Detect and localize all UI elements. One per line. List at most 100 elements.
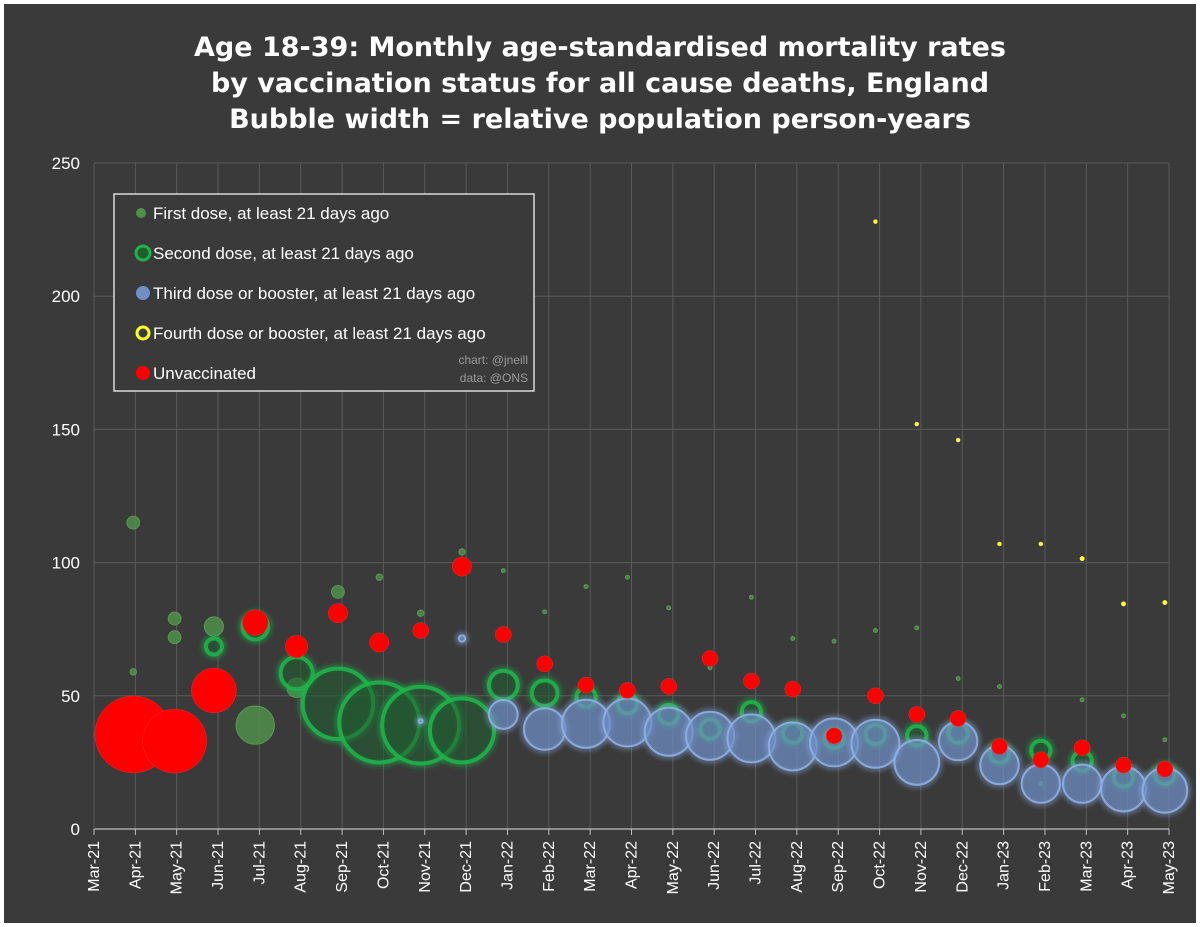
bubble-unvaccinated [412, 622, 429, 639]
bubble-fourth-dose [1121, 601, 1127, 607]
bubble-first-dose [955, 675, 961, 681]
x-tick-label: Mar-21 [86, 841, 103, 892]
x-tick-label: Jan-22 [499, 841, 516, 890]
x-tick-label: Sep-21 [334, 841, 351, 893]
bubble-first-dose [624, 574, 630, 580]
chart-title-line-3: Bubble width = relative population perso… [229, 104, 971, 135]
bubble-unvaccinated [908, 706, 926, 723]
bubble-unvaccinated [1073, 739, 1091, 756]
x-tick-label: Dec-22 [954, 841, 971, 893]
x-tick-label: Mar-22 [582, 841, 599, 892]
legend-swatch-third-dose [136, 286, 150, 300]
x-tick-label: Feb-23 [1037, 841, 1054, 892]
bubble-unvaccinated [949, 710, 967, 727]
x-tick-label: Aug-22 [789, 841, 806, 893]
bubble-unvaccinated [660, 678, 677, 695]
legend-swatch-second-dose [134, 244, 152, 262]
bubble-first-dose [331, 585, 345, 599]
bubble-unvaccinated [784, 680, 801, 698]
y-tick-label: 0 [71, 820, 80, 839]
x-tick-label: Apr-21 [127, 841, 144, 889]
series-third-dose [415, 631, 1191, 817]
chart-title-line-1: Age 18-39: Monthly age-standardised mort… [194, 32, 1006, 63]
series-unvaccinated [94, 556, 1174, 778]
bubble-fourth-dose [1079, 556, 1085, 562]
legend-box [113, 193, 535, 392]
bubble-unvaccinated [701, 650, 719, 667]
x-tick-label: Sep-22 [830, 841, 847, 893]
bubble-fourth-dose [997, 541, 1002, 547]
x-tick-label: Jun-21 [210, 841, 227, 890]
x-tick-label: May-22 [665, 841, 682, 894]
series-first-dose [126, 515, 1168, 787]
bubble-first-dose [542, 609, 548, 615]
legend-label-second-dose: Second dose, at least 21 days ago [153, 244, 414, 263]
x-tick-label: Nov-22 [913, 841, 930, 893]
bubble-second-dose [427, 696, 496, 765]
bubble-unvaccinated [142, 708, 207, 774]
bubble-fourth-dose [873, 219, 878, 224]
legend-label-unvaccinated: Unvaccinated [153, 364, 256, 383]
bubble-glow-third-dose [455, 631, 469, 646]
bubble-third-dose [893, 739, 941, 786]
legend-label-third-dose: Third dose or booster, at least 21 days … [153, 284, 475, 303]
bubbles [94, 219, 1191, 817]
bubble-first-dose [1079, 697, 1085, 703]
bubble-unvaccinated [1115, 756, 1132, 774]
y-tick-label: 150 [52, 420, 80, 439]
x-tick-label: Jul-22 [748, 841, 765, 885]
credit-chart: chart: @jneill [458, 353, 528, 367]
legend-label-first-dose: First dose, at least 21 days ago [153, 204, 389, 223]
bubble-first-dose [235, 705, 275, 745]
bubble-third-dose [457, 634, 467, 643]
bubble-second-dose [529, 678, 560, 708]
y-tick-label: 250 [52, 154, 80, 173]
bubble-unvaccinated [825, 727, 843, 745]
bubble-third-dose [937, 720, 979, 762]
y-tick-label: 50 [61, 687, 80, 706]
bubble-glow-third-dose [485, 696, 522, 733]
bubble-unvaccinated [369, 632, 390, 653]
bubble-first-dose [129, 668, 137, 676]
y-tick-label: 100 [52, 554, 80, 573]
bubble-unvaccinated [1032, 751, 1050, 768]
series-second-dose [201, 609, 1179, 792]
series-fourth-dose [873, 219, 1168, 607]
bubble-unvaccinated [495, 626, 512, 643]
bubble-chart: Age 18-39: Monthly age-standardised mort… [52, 32, 1191, 894]
x-tick-label: Feb-22 [541, 841, 558, 892]
bubble-third-dose [1061, 763, 1103, 804]
bubble-first-dose [1162, 737, 1168, 743]
bubble-first-dose [831, 638, 837, 644]
x-tick-label: Nov-21 [417, 841, 434, 893]
bubble-first-dose [914, 625, 920, 631]
bubble-first-dose [748, 594, 754, 600]
bubble-first-dose [872, 628, 878, 634]
x-tick-label: Apr-22 [624, 841, 641, 889]
bubble-first-dose [790, 636, 796, 642]
x-tick-label: Jul-21 [251, 841, 268, 885]
bubble-unvaccinated [242, 609, 269, 636]
bubble-first-dose [167, 611, 182, 626]
bubble-first-dose [583, 584, 589, 590]
legend-swatch-first-dose [136, 208, 146, 218]
bubble-unvaccinated [536, 655, 553, 673]
bubble-fourth-dose [1162, 600, 1168, 606]
chart-frame: Age 18-39: Monthly age-standardised mort… [4, 4, 1196, 923]
bubble-first-dose [500, 568, 506, 574]
chart-title: Age 18-39: Monthly age-standardised mort… [194, 32, 1006, 135]
bubble-first-dose [666, 605, 672, 611]
bubble-first-dose [203, 616, 225, 637]
bubble-third-dose [487, 699, 519, 730]
legend-label-fourth-dose: Fourth dose or booster, at least 21 days… [153, 324, 486, 343]
bubble-third-dose [1020, 763, 1062, 804]
bubble-first-dose [996, 683, 1002, 689]
bubble-fourth-dose [955, 437, 961, 443]
legend-swatch-unvaccinated [136, 366, 150, 380]
legend-swatch-fourth-dose [135, 325, 151, 341]
bubble-third-dose [417, 718, 424, 725]
x-tick-label: Dec-21 [458, 841, 475, 893]
bubble-unvaccinated [991, 738, 1008, 755]
bubble-unvaccinated [191, 667, 237, 714]
bubble-unvaccinated [577, 676, 595, 694]
